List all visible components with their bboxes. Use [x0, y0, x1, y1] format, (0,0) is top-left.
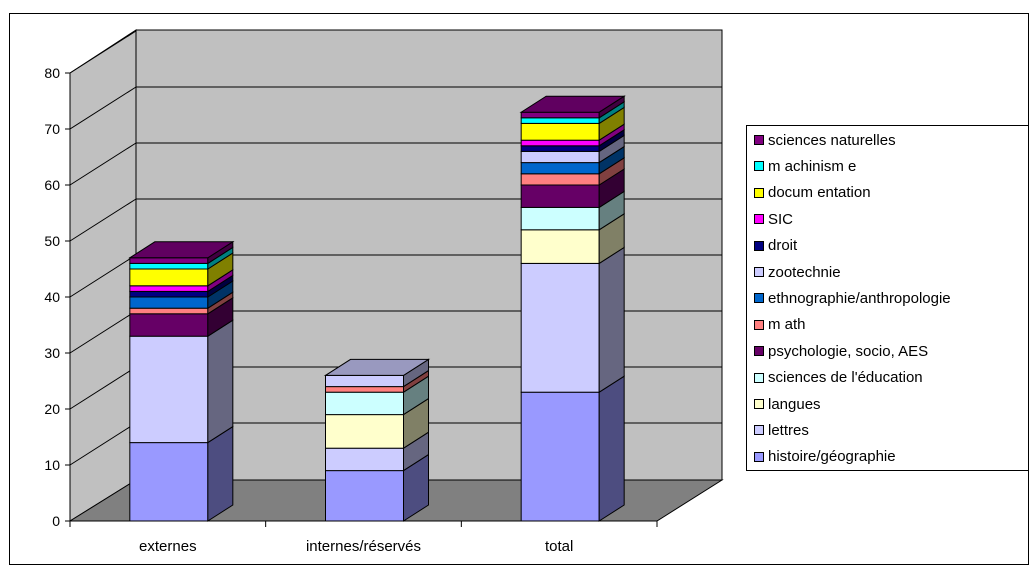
bar-segment	[520, 145, 600, 152]
gridline-side	[69, 310, 137, 354]
bar-segment	[520, 122, 600, 141]
x-tick-label: externes	[139, 538, 197, 555]
legend-swatch	[754, 319, 764, 330]
legend-swatch	[754, 240, 764, 251]
legend-item: lettres	[754, 421, 809, 439]
bar-segment	[129, 285, 209, 292]
legend: sciences naturelles m achinism e docum ent…	[746, 125, 1029, 471]
y-tick-label: 40	[44, 289, 60, 305]
bar-segment	[325, 447, 404, 472]
legend-label: histoire/géographie	[768, 448, 896, 466]
bar-segment	[520, 117, 600, 124]
bar-segment	[129, 442, 209, 522]
bars	[128, 95, 626, 522]
legend-item: psychologie, socio, AES	[754, 342, 928, 360]
legend-swatch	[754, 346, 764, 357]
legend-item: histoire/géographie	[754, 448, 896, 466]
bar-segment-top	[128, 241, 235, 259]
legend-item: m achinism e	[754, 157, 856, 175]
legend-item: langues	[754, 395, 821, 413]
bar-segment	[520, 184, 600, 208]
bar-segment-side	[598, 375, 625, 522]
x-tick-label: internes/réservés	[306, 538, 421, 555]
legend-label: sciences de l'éducation	[768, 369, 923, 387]
legend-label: ethnographie/anthropologie	[768, 289, 951, 307]
legend-label: m achinism e	[768, 157, 857, 175]
bar-segment	[129, 313, 209, 337]
gridline-side	[69, 142, 137, 186]
legend-label: m ath	[768, 316, 806, 334]
legend-label: sciences naturelles	[768, 131, 896, 149]
bar-segment	[325, 470, 404, 522]
bar-segment	[129, 257, 209, 264]
legend-item: docum entation	[754, 184, 871, 202]
gridline-side	[69, 198, 137, 242]
bar-segment	[325, 414, 404, 449]
bar-segment	[129, 307, 209, 315]
legend-swatch	[754, 161, 764, 172]
legend-label: psychologie, socio, AES	[768, 342, 929, 360]
legend-label: lettres	[768, 421, 809, 439]
bar-segment-top	[323, 358, 431, 376]
bar-segment-side	[207, 319, 234, 444]
legend-item: SIC	[754, 210, 793, 228]
y-tick-label: 50	[44, 233, 60, 249]
bar-segment	[520, 206, 600, 231]
legend-swatch	[754, 293, 764, 304]
y-axis-ticks: 0 10 20 30 40 50 60 70 80	[44, 65, 70, 529]
bar-segment	[520, 150, 600, 164]
legend-label: droit	[768, 237, 798, 255]
legend-item: ethnographie/anthropologie	[754, 289, 951, 307]
y-tick-label: 80	[44, 65, 60, 81]
y-tick-label: 20	[44, 401, 60, 417]
bar-segment	[325, 386, 404, 393]
y-tick-label: 30	[44, 345, 60, 361]
legend-item: zootechnie	[754, 263, 841, 281]
legend-swatch	[754, 425, 764, 436]
legend-swatch	[754, 399, 764, 409]
bar-segment	[520, 111, 600, 119]
x-tick-label: total	[545, 538, 573, 555]
x-axis-ticks: externes internes/réservés total	[69, 521, 658, 555]
legend-label: docum entation	[768, 184, 871, 202]
bar-segment	[520, 391, 600, 522]
legend-swatch	[754, 372, 764, 383]
bar-segment	[129, 290, 209, 298]
legend-label: langues	[768, 395, 821, 413]
bar-segment	[129, 335, 209, 444]
bar-segment	[520, 139, 600, 147]
legend-item: sciences de l'éducation	[754, 369, 923, 387]
bar-segment	[325, 374, 404, 388]
bar-segment	[129, 296, 209, 309]
gridline-side	[69, 254, 137, 298]
legend-item: sciences naturelles	[754, 131, 896, 149]
y-tick-label: 70	[44, 121, 60, 137]
gridline-side	[69, 366, 137, 410]
bar-segment	[520, 162, 600, 175]
y-tick-label: 0	[52, 513, 60, 529]
legend-item: m ath	[754, 316, 806, 334]
legend-swatch	[754, 214, 764, 225]
legend-swatch	[754, 267, 764, 277]
legend-item: droit	[754, 237, 797, 255]
legend-swatch	[754, 135, 764, 145]
gridline-side	[69, 86, 137, 130]
y-tick-label: 10	[44, 457, 60, 473]
bar-segment	[325, 391, 404, 416]
gridline-side	[69, 30, 137, 74]
bar-segment-side	[598, 246, 625, 394]
bar-segment	[129, 262, 209, 270]
legend-label: SIC	[768, 210, 794, 228]
legend-swatch	[754, 187, 764, 198]
bar-segment-top	[519, 95, 626, 113]
legend-label: zootechnie	[768, 263, 841, 281]
bar-segment	[520, 229, 600, 264]
y-tick-label: 60	[44, 177, 60, 193]
legend-swatch	[754, 451, 764, 462]
bar-segment	[129, 268, 209, 287]
bar-segment	[520, 262, 600, 393]
gridline-side	[69, 422, 137, 466]
bar-segment	[520, 173, 600, 186]
